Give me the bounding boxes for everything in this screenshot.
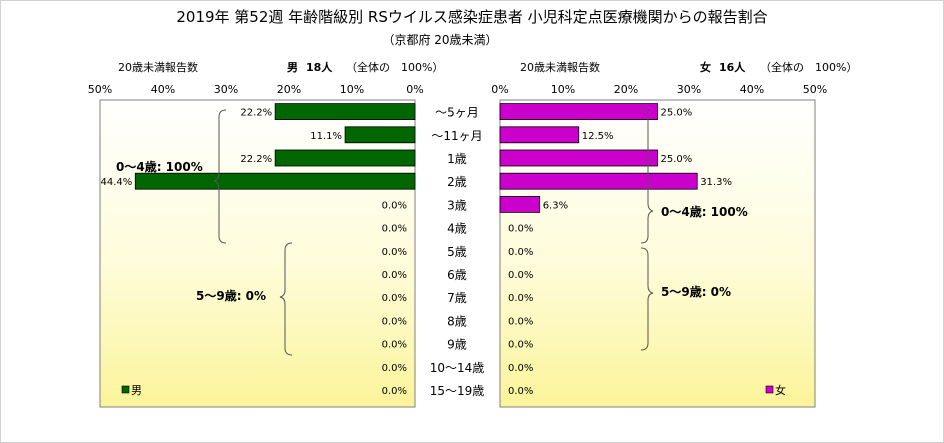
female-value-label: 0.0% — [508, 247, 533, 258]
male-bar — [274, 149, 416, 167]
female-value-label: 0.0% — [508, 316, 533, 327]
category-label: 2歳 — [447, 175, 467, 189]
female-bracket-0-4 — [640, 109, 654, 244]
category-label: 10～14歳 — [430, 361, 485, 375]
male-name: 男 — [287, 61, 298, 74]
category-label: 4歳 — [447, 222, 467, 236]
male-value-label: 0.0% — [382, 340, 407, 351]
chart-title: 2019年 第52週 年齢階級別 RSウイルス感染症患者 小児科定点医療機関から… — [176, 8, 767, 26]
male-header-label: 20歳未満報告数 — [118, 61, 198, 74]
axis-ticks: 50% 40% 30% 20% 10% 0% 0% 10% 20% 30% 40% 50% — [88, 83, 827, 96]
chart-subtitle: （京都府 20歳未満） — [382, 32, 497, 47]
female-total: （全体の 100%） — [760, 60, 857, 74]
female-value-label: 0.0% — [508, 363, 533, 374]
female-count: 16人 — [719, 60, 746, 74]
axis-tick-label: 10% — [551, 83, 575, 96]
male-value-label: 0.0% — [382, 386, 407, 397]
axis-tick-label: 20% — [614, 83, 638, 96]
category-label: 1歳 — [447, 152, 467, 166]
female-bracket-5-9 — [640, 247, 654, 351]
male-legend-label: 男 — [131, 384, 142, 397]
male-series: 22.2% 11.1% 22.2% 44.4% 0.0% 0.0% 0.0% 0.0% 0.0%… — [100, 103, 416, 397]
axis-tick-label: 40% — [151, 83, 175, 96]
category-label: 6歳 — [447, 268, 467, 282]
axis-tick-label: 40% — [740, 83, 764, 96]
male-bracket-5-9 — [279, 242, 293, 356]
female-bar — [499, 126, 580, 144]
male-bar — [274, 103, 416, 120]
male-value-label: 44.4% — [100, 177, 132, 188]
male-value-label: 11.1% — [310, 131, 342, 142]
male-value-label: 0.0% — [382, 316, 407, 327]
category-label: 3歳 — [447, 198, 467, 212]
male-value-label: 0.0% — [382, 247, 407, 258]
category-label: ～11ヶ月 — [431, 129, 482, 143]
category-labels: ～5ヶ月 ～11ヶ月 1歳 2歳 3歳 4歳 5歳 6歳 7歳 8歳 9歳 10～14歳 15～19歳 — [430, 106, 485, 398]
female-bar — [499, 172, 698, 190]
female-group-5-9: 5～9歳: 0% — [661, 284, 731, 299]
category-label: 5歳 — [447, 245, 467, 259]
male-group-0-4: 0～4歳: 100% — [116, 159, 203, 174]
female-plot-area — [499, 99, 816, 408]
category-label: ～5ヶ月 — [435, 106, 479, 120]
male-group-5-9: 5～9歳: 0% — [196, 288, 266, 303]
female-legend-label: 女 — [775, 383, 786, 397]
female-value-label: 12.5% — [582, 131, 614, 142]
category-label: 15～19歳 — [430, 384, 485, 398]
male-value-label: 0.0% — [382, 270, 407, 281]
female-bar — [499, 103, 658, 120]
female-bar — [499, 149, 658, 167]
axis-tick-label: 30% — [214, 83, 238, 96]
male-value-label: 0.0% — [382, 363, 407, 374]
male-count: 18人 — [306, 60, 333, 74]
female-value-label: 31.3% — [700, 177, 732, 188]
axis-tick-label: 20% — [277, 83, 301, 96]
male-value-label: 0.0% — [382, 200, 407, 211]
axis-tick-label: 0% — [491, 83, 508, 96]
male-value-label: 0.0% — [382, 224, 407, 235]
female-value-label: 0.0% — [508, 270, 533, 281]
male-bar — [344, 126, 416, 144]
male-bar — [134, 172, 416, 190]
female-value-label: 0.0% — [508, 224, 533, 235]
category-label: 8歳 — [447, 314, 467, 328]
female-value-label: 6.3% — [543, 200, 568, 211]
axis-tick-label: 50% — [88, 83, 112, 96]
category-label: 7歳 — [447, 291, 467, 305]
female-header-label: 20歳未満報告数 — [520, 61, 600, 74]
category-label: 9歳 — [447, 338, 467, 352]
female-value-label: 0.0% — [508, 386, 533, 397]
male-value-label: 22.2% — [240, 154, 272, 165]
male-bracket-0-4 — [213, 109, 227, 244]
female-value-label: 0.0% — [508, 340, 533, 351]
axis-tick-label: 10% — [340, 83, 364, 96]
male-plot-area — [99, 99, 416, 408]
female-value-label: 25.0% — [661, 108, 693, 119]
female-bar — [499, 195, 541, 213]
female-value-label: 0.0% — [508, 293, 533, 304]
male-value-label: 0.0% — [382, 293, 407, 304]
female-group-0-4: 0～4歳: 100% — [661, 204, 748, 219]
axis-tick-label: 0% — [406, 83, 423, 96]
axis-tick-label: 30% — [677, 83, 701, 96]
male-total: （全体の 100%） — [346, 60, 443, 74]
male-legend-swatch — [121, 385, 130, 394]
female-name: 女 — [700, 60, 711, 74]
female-legend-swatch — [765, 385, 774, 394]
male-value-label: 22.2% — [240, 108, 272, 119]
female-value-label: 25.0% — [661, 154, 693, 165]
axis-tick-label: 50% — [803, 83, 827, 96]
